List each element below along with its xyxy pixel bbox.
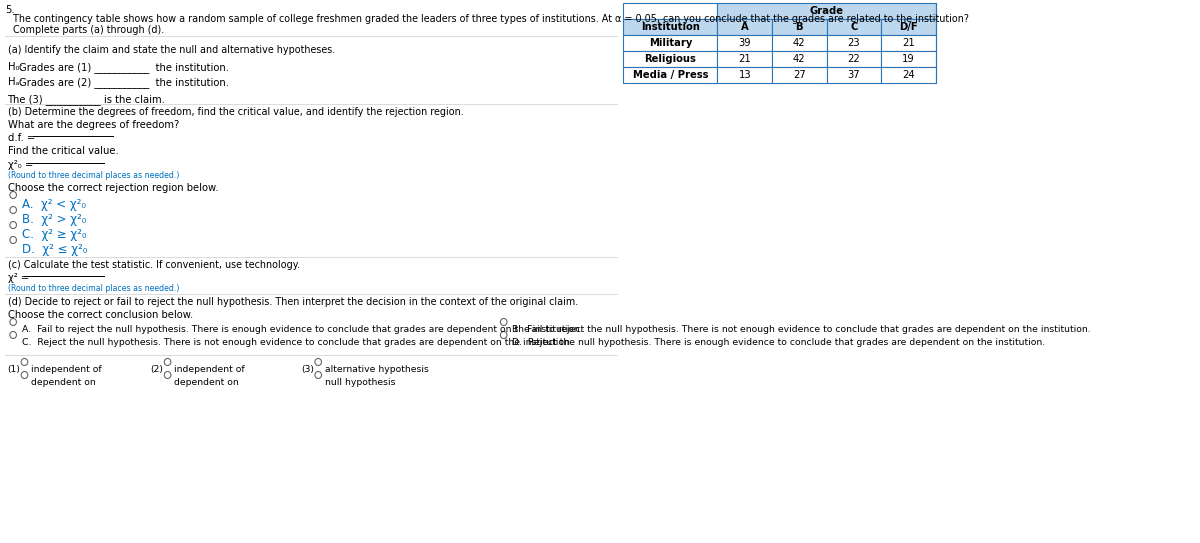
Bar — [827, 67, 881, 83]
Text: d.f. =: d.f. = — [7, 133, 38, 143]
Text: Hₐ:: Hₐ: — [7, 77, 23, 87]
Bar — [881, 51, 936, 67]
Bar — [718, 3, 936, 19]
Text: (c) Calculate the test statistic. If convenient, use technology.: (c) Calculate the test statistic. If con… — [7, 260, 300, 270]
Text: 37: 37 — [847, 70, 860, 80]
Bar — [827, 35, 881, 51]
Text: dependent on: dependent on — [31, 378, 96, 387]
Text: (Round to three decimal places as needed.): (Round to three decimal places as needed… — [7, 284, 179, 293]
Text: 24: 24 — [902, 70, 914, 80]
Text: C: C — [851, 22, 858, 32]
Bar — [772, 35, 827, 51]
Text: Grades are (1) ___________  the institution.: Grades are (1) ___________ the instituti… — [19, 62, 229, 73]
Text: 13: 13 — [738, 70, 751, 80]
Text: (2): (2) — [151, 365, 163, 374]
Bar — [718, 67, 772, 83]
Text: independent of: independent of — [174, 365, 245, 374]
Text: (1): (1) — [7, 365, 20, 374]
Text: dependent on: dependent on — [174, 378, 239, 387]
Bar — [881, 19, 936, 35]
Bar — [772, 51, 827, 67]
Text: D/F: D/F — [899, 22, 918, 32]
Text: Religious: Religious — [644, 54, 696, 64]
Text: What are the degrees of freedom?: What are the degrees of freedom? — [7, 120, 179, 130]
Text: 22: 22 — [847, 54, 860, 64]
Text: Complete parts (a) through (d).: Complete parts (a) through (d). — [13, 25, 164, 35]
Bar — [623, 35, 718, 51]
Text: 39: 39 — [738, 38, 751, 48]
Text: Choose the correct rejection region below.: Choose the correct rejection region belo… — [7, 183, 218, 193]
Text: B: B — [796, 22, 803, 32]
Text: B.  Fail to reject the null hypothesis. There is not enough evidence to conclude: B. Fail to reject the null hypothesis. T… — [512, 325, 1091, 334]
Text: 42: 42 — [793, 54, 805, 64]
Bar — [623, 67, 718, 83]
Bar — [881, 67, 936, 83]
Text: 27: 27 — [793, 70, 805, 80]
Bar — [623, 51, 718, 67]
Text: D.  Reject the null hypothesis. There is enough evidence to conclude that grades: D. Reject the null hypothesis. There is … — [512, 338, 1045, 347]
Bar — [772, 67, 827, 83]
Text: null hypothesis: null hypothesis — [325, 378, 395, 387]
Text: 21: 21 — [738, 54, 751, 64]
Text: The (3) ___________ is the claim.: The (3) ___________ is the claim. — [7, 94, 166, 105]
Text: Find the critical value.: Find the critical value. — [7, 146, 119, 156]
Text: Grade: Grade — [810, 6, 844, 16]
Text: alternative hypothesis: alternative hypothesis — [325, 365, 428, 374]
Bar — [718, 19, 772, 35]
Text: Media / Press: Media / Press — [632, 70, 708, 80]
Text: 21: 21 — [902, 38, 914, 48]
Text: (b) Determine the degrees of freedom, find the critical value, and identify the : (b) Determine the degrees of freedom, fi… — [7, 107, 463, 117]
Text: χ² =: χ² = — [7, 273, 32, 283]
Text: C.  χ² ≥ χ²₀: C. χ² ≥ χ²₀ — [22, 228, 86, 241]
Bar — [623, 19, 718, 35]
Text: independent of: independent of — [31, 365, 102, 374]
Text: Choose the correct conclusion below.: Choose the correct conclusion below. — [7, 310, 193, 320]
Text: 23: 23 — [847, 38, 860, 48]
Text: A.  χ² < χ²₀: A. χ² < χ²₀ — [22, 198, 85, 211]
Text: Military: Military — [649, 38, 692, 48]
Bar — [718, 35, 772, 51]
Text: (d) Decide to reject or fail to reject the null hypothesis. Then interpret the d: (d) Decide to reject or fail to reject t… — [7, 297, 577, 307]
Bar — [827, 19, 881, 35]
Text: A.  Fail to reject the null hypothesis. There is enough evidence to conclude tha: A. Fail to reject the null hypothesis. T… — [22, 325, 582, 334]
Bar — [772, 19, 827, 35]
Bar — [718, 51, 772, 67]
Text: H₀:: H₀: — [7, 62, 23, 72]
Text: 42: 42 — [793, 38, 805, 48]
Text: (Round to three decimal places as needed.): (Round to three decimal places as needed… — [7, 171, 179, 180]
Bar — [881, 35, 936, 51]
Text: The contingency table shows how a random sample of college freshmen graded the l: The contingency table shows how a random… — [13, 14, 970, 24]
Text: A: A — [740, 22, 749, 32]
Text: Grades are (2) ___________  the institution.: Grades are (2) ___________ the instituti… — [19, 77, 229, 88]
Text: (3): (3) — [301, 365, 314, 374]
Text: B.  χ² > χ²₀: B. χ² > χ²₀ — [22, 213, 86, 226]
Text: D.  χ² ≤ χ²₀: D. χ² ≤ χ²₀ — [22, 243, 88, 256]
Bar — [827, 51, 881, 67]
Text: C.  Reject the null hypothesis. There is not enough evidence to conclude that gr: C. Reject the null hypothesis. There is … — [22, 338, 572, 347]
Text: 5.: 5. — [5, 5, 14, 15]
Text: 19: 19 — [902, 54, 914, 64]
Text: Institution: Institution — [641, 22, 700, 32]
Text: (a) Identify the claim and state the null and alternative hypotheses.: (a) Identify the claim and state the nul… — [7, 45, 335, 55]
Bar — [623, 3, 718, 19]
Text: χ²₀ =: χ²₀ = — [7, 160, 36, 170]
